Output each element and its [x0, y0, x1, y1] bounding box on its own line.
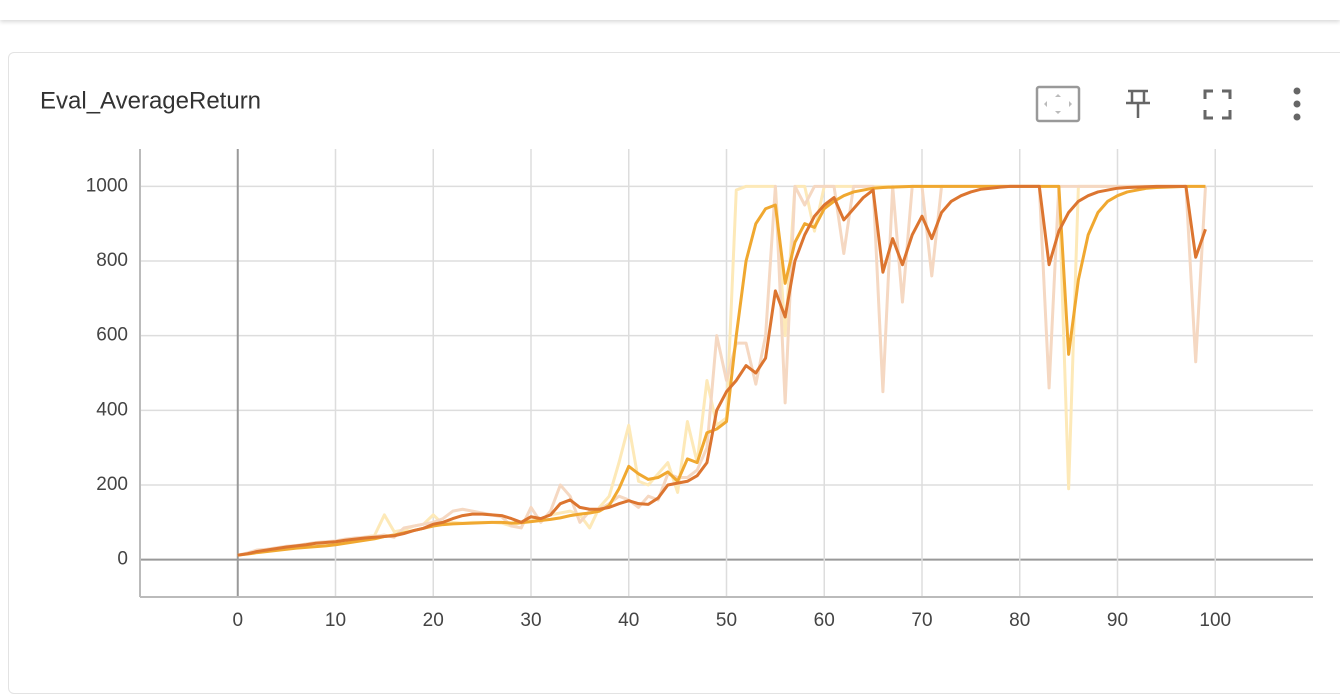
- y-tick-label: 200: [96, 474, 128, 495]
- fullscreen-button[interactable]: [1203, 89, 1232, 120]
- fit-domain-button[interactable]: [1035, 85, 1081, 123]
- x-tick-label: 100: [1199, 610, 1231, 631]
- chart: Eval_AverageReturn 0 200 400 600 800 1000 0 10 2…: [40, 85, 1313, 631]
- more-menu-button[interactable]: [1293, 87, 1301, 121]
- pin-button[interactable]: [1126, 89, 1150, 118]
- x-tick-label: 90: [1107, 610, 1128, 631]
- x-tick-label: 10: [325, 610, 346, 631]
- x-tick-label: 70: [911, 610, 932, 631]
- y-tick-label: 800: [96, 250, 128, 271]
- y-tick-label: 0: [117, 549, 128, 570]
- y-tick-label: 600: [96, 325, 128, 346]
- x-tick-label: 60: [814, 610, 835, 631]
- x-tick-label: 50: [716, 610, 737, 631]
- x-tick-label: 20: [423, 610, 444, 631]
- y-tick-label: 400: [96, 399, 128, 420]
- x-tick-label: 40: [618, 610, 639, 631]
- series-line: [237, 184, 1206, 557]
- series-line: [237, 184, 1207, 557]
- x-tick-label: 80: [1009, 610, 1030, 631]
- chart-title: Eval_AverageReturn: [40, 87, 261, 114]
- x-tick-label: 30: [520, 610, 541, 631]
- y-tick-label: 1000: [86, 175, 128, 196]
- x-tick-label: 0: [232, 610, 243, 631]
- top-bar: [0, 0, 1340, 20]
